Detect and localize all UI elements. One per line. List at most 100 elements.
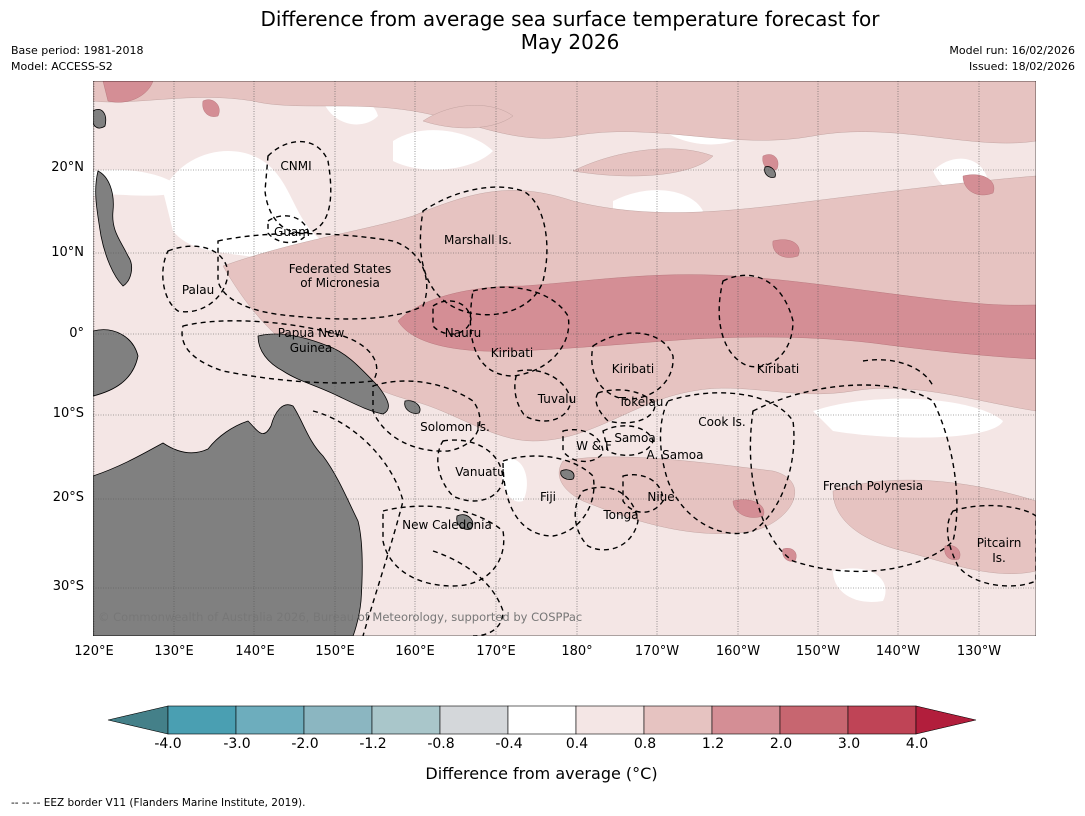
- lon-label-130e: 130°E: [154, 644, 194, 659]
- region-label: Solomon Is.: [420, 420, 490, 434]
- lon-label-140w: 140°W: [875, 644, 921, 659]
- fiji-landmass: [560, 469, 575, 480]
- region-label: Guinea: [290, 341, 333, 355]
- eez-marshall: [419, 186, 548, 316]
- cb-tick: -3.0: [223, 736, 251, 752]
- land-masses: [93, 109, 776, 636]
- colorbar-segment: [303, 705, 373, 735]
- eez-kiribati-west: [469, 286, 570, 377]
- colorbar-title-text: Difference from average (°C): [425, 764, 658, 783]
- lat-label-10n: 10°N: [51, 245, 84, 260]
- lon-label-150w: 150°W: [795, 644, 841, 659]
- colorbar: [107, 705, 977, 735]
- hawaii-landmass: [764, 166, 776, 178]
- cb-tick: -0.4: [495, 736, 523, 752]
- region-label: Guam: [274, 225, 310, 239]
- eez-solomon: [372, 380, 481, 452]
- eez-kiribati-east: [718, 274, 794, 368]
- lat-label-10s: 10°S: [52, 406, 84, 421]
- region-label: Kiribati: [612, 362, 654, 376]
- region-label: of Micronesia: [300, 276, 380, 290]
- colorbar-segment: [847, 705, 917, 735]
- graticule: [93, 81, 1036, 636]
- eez-australia: [312, 410, 404, 636]
- colorbar-arrow-high: [915, 705, 977, 735]
- region-label: Tokelau: [618, 395, 664, 409]
- issued-date: Issued: 18/02/2026: [968, 60, 1075, 73]
- eez-nauru: [432, 300, 472, 335]
- eez-tuvalu: [514, 369, 572, 422]
- eez-png: [181, 320, 378, 384]
- eez-samoa: [602, 425, 654, 457]
- region-label: A. Samoa: [647, 448, 704, 462]
- lon-label-170w: 170°W: [634, 644, 680, 659]
- colorbar-segment: [779, 705, 849, 735]
- eez-tonga: [574, 486, 639, 551]
- map-title: Difference from average sea surface temp…: [0, 8, 1085, 54]
- cb-tick: -0.8: [427, 736, 455, 752]
- borneo-landmass: [93, 329, 139, 397]
- lon-label-160w: 160°W: [715, 644, 761, 659]
- colorbar-arrow-low: [107, 705, 169, 735]
- region-label: W & F: [576, 439, 612, 453]
- colorbar-segment: [643, 705, 713, 735]
- cb-tick: 2.0: [769, 736, 793, 752]
- cb-tick: 0.8: [633, 736, 657, 752]
- region-label: Samoa: [614, 431, 655, 445]
- cb-tick: 0.4: [565, 736, 589, 752]
- eez-fiji: [502, 455, 595, 537]
- solomon-landmass: [404, 400, 421, 414]
- cb-tick: 1.2: [701, 736, 725, 752]
- anomaly-1-2-2-0: [102, 81, 1036, 562]
- new-caledonia-landmass: [456, 514, 474, 530]
- lon-label-130w: 130°W: [956, 644, 1002, 659]
- eez-east-open: [862, 359, 934, 387]
- region-label: Fiji: [540, 490, 556, 504]
- region-label: Is.: [992, 551, 1006, 565]
- eez-niue: [622, 474, 664, 513]
- region-label: Pitcairn: [977, 536, 1022, 550]
- copyright-notice: © Commonwealth of Australia 2026, Bureau…: [98, 610, 582, 624]
- eez-new-caledonia: [382, 505, 505, 587]
- lon-label-180: 180°: [561, 644, 593, 659]
- region-label: New Caledonia: [402, 518, 492, 532]
- lon-label-160e: 160°E: [395, 644, 435, 659]
- colorbar-segment: [507, 705, 577, 735]
- lon-label-140e: 140°E: [235, 644, 275, 659]
- region-label: Niue: [647, 490, 674, 504]
- cb-tick: -1.2: [359, 736, 387, 752]
- region-label: Marshall Is.: [444, 233, 512, 247]
- eez-guam: [267, 215, 309, 244]
- colorbar-segment: [235, 705, 305, 735]
- eez-palau: [162, 245, 229, 313]
- eez-footnote: -- -- -- EEZ border V11 (Flanders Marine…: [11, 797, 306, 809]
- region-label: Tonga: [602, 508, 638, 522]
- lon-label-120e: 120°E: [74, 644, 114, 659]
- region-label: Papua New: [278, 326, 345, 340]
- title-line-1: Difference from average sea surface temp…: [260, 7, 880, 31]
- region-label: Federated States: [289, 262, 391, 276]
- colorbar-segment: [439, 705, 509, 735]
- eez-cnmi: [264, 140, 332, 234]
- region-label: Nauru: [445, 326, 481, 340]
- model-name: Model: ACCESS-S2: [11, 60, 113, 73]
- eez-borders: [162, 140, 1036, 636]
- colorbar-segments: [107, 705, 977, 735]
- colorbar-segment: [167, 705, 237, 735]
- region-label: French Polynesia: [823, 479, 923, 493]
- eez-pitcairn: [946, 504, 1036, 587]
- colorbar-segment: [371, 705, 441, 735]
- region-label: Kiribati: [757, 362, 799, 376]
- lat-label-30s: 30°S: [52, 579, 84, 594]
- model-run: Model run: 16/02/2026: [949, 44, 1075, 57]
- base-period: Base period: 1981-2018: [11, 44, 144, 57]
- region-label: CNMI: [280, 159, 311, 173]
- eez-kiribati-central: [591, 332, 674, 400]
- metadata-right: Model run: 16/02/2026 Issued: 18/02/2026: [949, 43, 1075, 75]
- australia-landmass: [93, 404, 363, 636]
- cb-tick: -2.0: [291, 736, 319, 752]
- region-label: Tuvalu: [537, 392, 577, 406]
- cb-tick: 3.0: [837, 736, 861, 752]
